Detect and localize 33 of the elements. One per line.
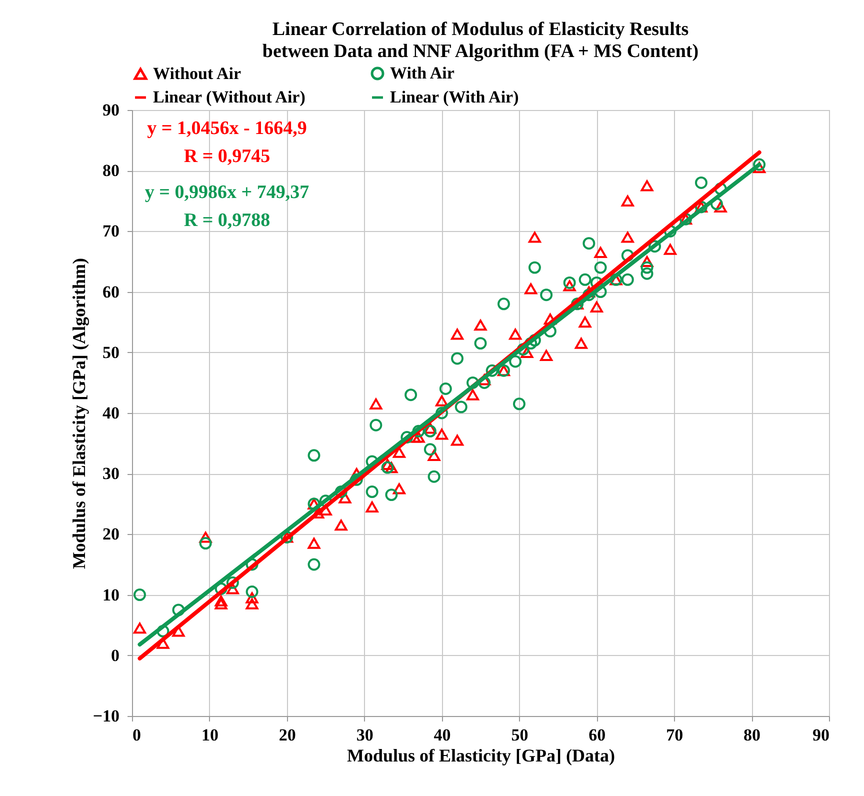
x-tick-label: 20 <box>278 726 296 744</box>
x-tick-label: 90 <box>812 726 830 744</box>
y-tick-label: 30 <box>102 464 120 484</box>
legend-label: Linear (With Air) <box>390 88 519 106</box>
y-tick-label: 50 <box>102 342 120 362</box>
x-axis-title: Modulus of Elasticity [GPa] (Data) <box>347 746 615 766</box>
x-tick-label: 80 <box>744 726 761 744</box>
y-tick-label: −10 <box>92 706 120 726</box>
x-tick-label: 30 <box>356 726 374 744</box>
y-tick-label: 60 <box>102 282 120 302</box>
chart-subtitle: between Data and NNF Algorithm (FA + MS Content) <box>262 41 699 62</box>
y-axis-title: Modulus of Elasticity [GPa] (Algorithm) <box>68 258 89 569</box>
annotation: R = 0,9788 <box>184 210 270 231</box>
y-tick-label: 90 <box>102 100 120 120</box>
y-tick-label: 10 <box>102 585 120 604</box>
annotation: R = 0,9745 <box>184 146 270 167</box>
x-tick-label: 60 <box>588 726 606 744</box>
x-tick-label: 10 <box>201 726 218 744</box>
y-tick-label: 0 <box>111 646 120 665</box>
y-tick-label: 80 <box>102 161 120 180</box>
annotation: y = 0,9986x + 749,37 <box>144 182 310 203</box>
y-tick-label: 70 <box>102 222 120 241</box>
legend-label: Without Air <box>153 64 242 83</box>
x-tick-label: 50 <box>511 726 528 744</box>
x-tick-label: 0 <box>132 726 141 744</box>
chart-title: Linear Correlation of Modulus of Elasticity Results <box>272 19 689 40</box>
y-tick-label: 40 <box>102 404 120 422</box>
x-tick-label: 40 <box>434 726 451 744</box>
x-tick-label: 70 <box>666 726 684 744</box>
annotation: y = 1,0456x - 1664,9 <box>147 118 307 139</box>
legend-label: With Air <box>390 64 455 83</box>
y-tick-label: 20 <box>102 524 120 544</box>
legend-label: Linear (Without Air) <box>153 88 306 106</box>
